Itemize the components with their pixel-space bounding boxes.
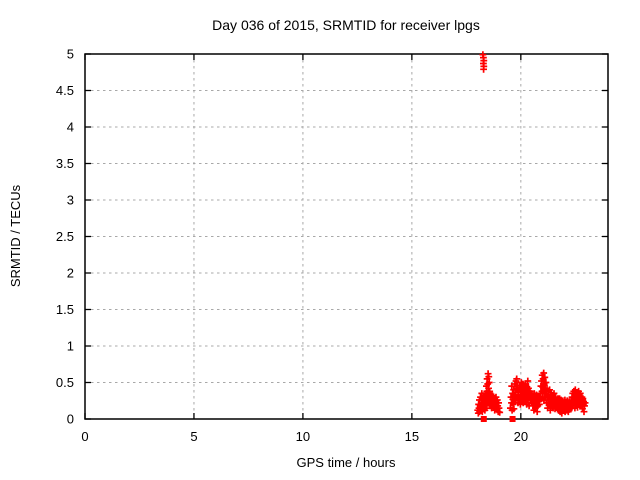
chart-title: Day 036 of 2015, SRMTID for receiver lpg… [212,17,480,33]
grid-lines [85,54,608,419]
y-tick-label: 1 [67,339,74,354]
x-axis-label: GPS time / hours [297,455,396,470]
x-tick-label: 0 [81,429,88,444]
y-tick-label: 4.5 [56,83,74,98]
y-tick-label: 2 [67,266,74,281]
y-tick-label: 3 [67,193,74,208]
y-axis-label: SRMTID / TECUs [8,184,23,287]
x-tick-label: 5 [190,429,197,444]
y-tick-label: 0.5 [56,375,74,390]
scatter-point-square [509,416,516,422]
data-series [474,51,589,422]
x-tick-label: 10 [296,429,310,444]
x-tick-label: 20 [514,429,528,444]
scatter-point-square [480,416,487,422]
y-tick-label: 0 [67,412,74,427]
y-tick-label: 1.5 [56,302,74,317]
tick-labels: 0 5 10 15 20 0 0.5 1 1.5 2 2.5 3 3.5 4 4.5 5 [56,47,528,445]
y-tick-label: 4 [67,120,74,135]
scatter-points-plus [474,51,589,417]
plot-border [84,53,609,420]
y-tick-label: 5 [67,47,74,62]
y-tick-label: 3.5 [56,156,74,171]
y-tick-label: 2.5 [56,229,74,244]
x-tick-label: 15 [405,429,419,444]
